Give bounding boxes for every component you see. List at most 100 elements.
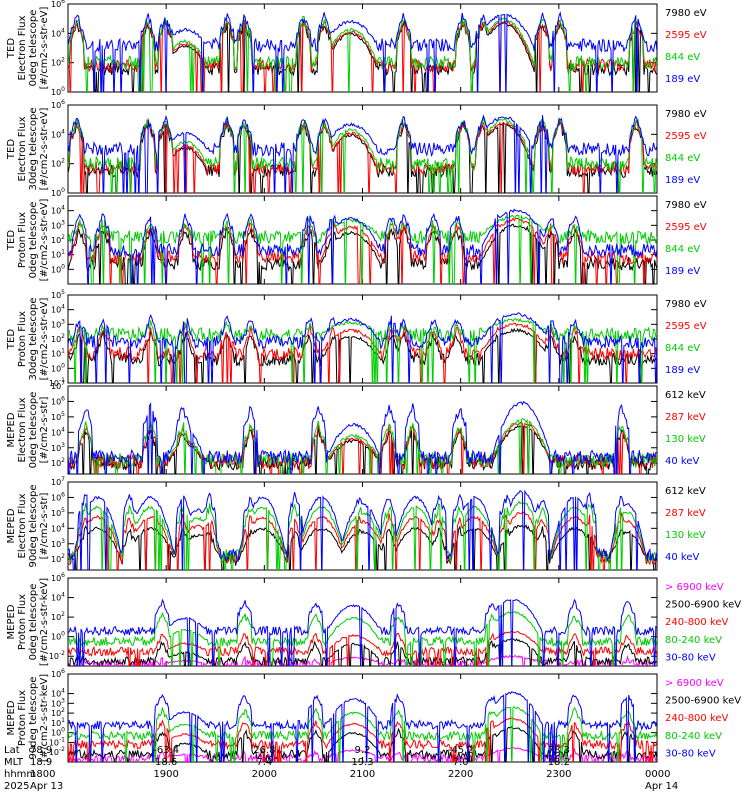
y-tick-label: 102 (51, 611, 65, 622)
time-row-value: Apr 14 (645, 781, 678, 792)
y-tick-label: 106 (51, 491, 65, 502)
y-tick-label: 104 (51, 688, 65, 699)
time-row-value: 1800 (30, 769, 55, 780)
legend-entry: 2595 eV (665, 30, 707, 41)
legend-entry: 844 eV (665, 343, 700, 354)
time-row-label: MLT (4, 757, 24, 768)
y-tick-label: 102 (51, 457, 65, 468)
legend-entry: 612 keV (665, 486, 706, 497)
legend-entry: 287 keV (665, 508, 706, 519)
y-axis-label: TED (6, 139, 17, 160)
y-tick-label: 105 (51, 411, 65, 422)
y-tick-label: 103 (51, 219, 65, 230)
y-tick-label: 104 (51, 304, 65, 315)
y-tick-label: 102 (51, 158, 65, 169)
legend-entry: 80-240 keV (665, 635, 722, 646)
y-tick-label: 102 (51, 707, 65, 718)
y-axis-label: 90deg telescope (28, 484, 39, 567)
y-tick-label: 102 (51, 333, 65, 344)
y-tick-label: 104 (51, 128, 65, 139)
legend-entry: 2595 eV (665, 321, 707, 332)
y-axis-label: [#/cm2-s-str-eV] (39, 108, 50, 191)
y-axis-label: [#/cm2-s-str-eV] (39, 7, 50, 90)
series-group (68, 691, 657, 762)
series-line (68, 717, 657, 762)
series-line (68, 214, 657, 284)
time-row-value: 7.0 (453, 757, 469, 768)
y-tick-label: 10-2 (49, 650, 65, 661)
series-line (68, 524, 657, 570)
legend-entry: 40 keV (665, 552, 699, 563)
time-row-value: 18.6 (155, 757, 177, 768)
time-row-value: 1900 (153, 769, 178, 780)
y-tick-label: 100 (51, 727, 65, 738)
legend-entry: 7980 eV (665, 299, 707, 310)
y-axis-label: MEPED (6, 412, 17, 447)
series-group (68, 208, 657, 284)
legend-entry: 7980 eV (665, 8, 707, 19)
y-tick-label: 101 (51, 348, 65, 359)
time-row-value: 78.9 (30, 745, 52, 756)
y-tick-label: 100 (51, 187, 65, 198)
series-line (68, 489, 657, 570)
legend-entry: 844 eV (665, 52, 700, 63)
panel-7: 106 104 102 100 10-2 MEPED Proton Flux 0deg tel… (6, 572, 741, 667)
series-group (68, 598, 657, 666)
series-group (68, 489, 657, 570)
y-tick-label: 103 (51, 538, 65, 549)
series-line (68, 312, 657, 383)
series-line (68, 726, 657, 762)
y-axis-label: 30deg telescope (28, 107, 39, 190)
time-row-value: 18.9 (30, 757, 52, 768)
y-tick-label: 104 (51, 522, 65, 533)
series-group (68, 10, 657, 92)
series-line (68, 15, 657, 92)
y-axis-label: [#/cm2-s-str-eV] (39, 199, 50, 282)
y-axis-label: 30deg telescope (28, 297, 39, 380)
series-line (68, 208, 657, 284)
y-tick-label: 100 (51, 631, 65, 642)
y-axis-label: 90deg telescope (28, 676, 39, 759)
legend-entry: 240-800 keV (665, 617, 729, 628)
legend-entry: 189 eV (665, 266, 700, 277)
y-axis-label: [#/cm2-s-str] (39, 396, 50, 463)
y-tick-label: 106 (51, 572, 65, 583)
y-tick-label: 100 (51, 263, 65, 274)
y-tick-label: 107 (51, 476, 65, 487)
y-tick-label: 107 (51, 380, 65, 391)
panel-3: 104 103 102 101 100 TED Proton Flux 0deg telesc… (6, 195, 707, 285)
y-axis-label: Proton Flux (17, 311, 28, 367)
y-axis-label: Proton Flux (17, 212, 28, 268)
y-tick-label: 103 (51, 697, 65, 708)
time-axis-table: Lat 78.9 -63.4 26.8 9.2 -45.2 78.3 MLT 18.9 18.6 7… (4, 745, 678, 792)
y-axis-label: [#/cm2-s-str-keV] (39, 578, 50, 666)
time-row-value: 9.2 (355, 745, 371, 756)
y-tick-label: 103 (51, 442, 65, 453)
time-row-value: -45.2 (448, 745, 474, 756)
y-axis-label: Proton Flux (17, 594, 28, 650)
y-tick-label: 10-2 (49, 746, 65, 757)
y-axis-label: 0deg telescope (28, 10, 39, 87)
y-axis-label: Electron Flux (17, 15, 28, 80)
legend-entry: 287 keV (665, 412, 706, 423)
time-row-label: 2025 (4, 781, 29, 792)
time-row-label: hhmm (4, 769, 36, 780)
y-tick-label: 102 (51, 553, 65, 564)
y-tick-label: 106 (51, 395, 65, 406)
time-row-value: 18.2 (548, 757, 570, 768)
time-row-value: -63.4 (153, 745, 179, 756)
time-row-value: 2000 (252, 769, 277, 780)
legend-entry: 2595 eV (665, 131, 707, 142)
y-tick-label: 105 (51, 507, 65, 518)
y-tick-label: 104 (51, 592, 65, 603)
y-tick-label: 100 (51, 86, 65, 97)
y-axis-label: [#/cm2-s-str-keV] (39, 674, 50, 762)
panel-2: 106 104 102 100 TED Electron Flux 30deg telesc… (6, 99, 707, 198)
y-tick-label: 10-1 (49, 736, 65, 747)
time-row-value: 2300 (546, 769, 571, 780)
y-axis-label: TED (6, 329, 17, 350)
y-axis-label: Electron Flux (17, 397, 28, 462)
y-axis-label: 0deg telescope (28, 392, 39, 469)
y-tick-label: 101 (51, 249, 65, 260)
